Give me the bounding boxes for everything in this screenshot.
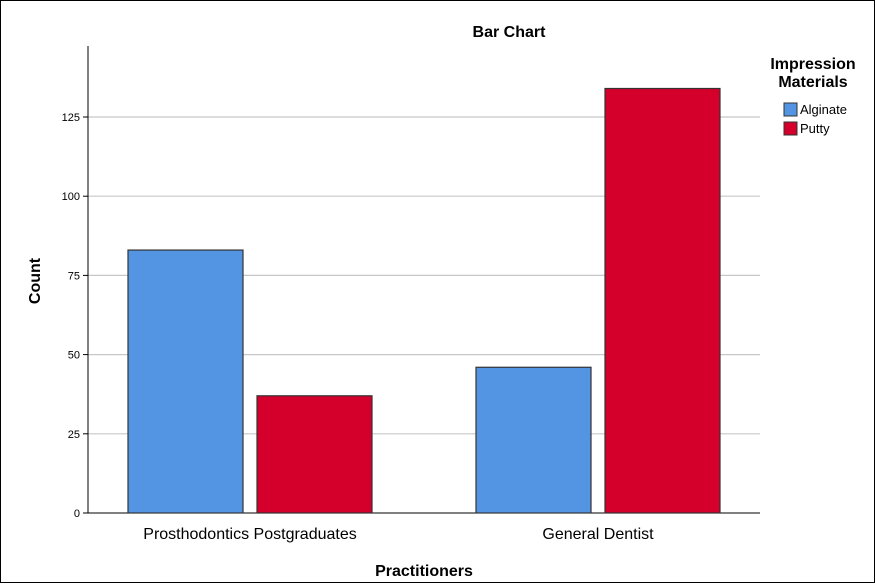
legend-title-line: Impression [770, 56, 855, 73]
bar-alginate-2 [475, 366, 592, 514]
y-tick-label: 50 [68, 350, 80, 362]
x-axis-title: Practitioners [375, 563, 473, 580]
bar-putty-1 [256, 395, 373, 514]
y-tick-label: 100 [62, 191, 80, 203]
x-category-label: Prosthodontics Postgraduates [143, 526, 356, 543]
legend-swatch-alginate [783, 102, 798, 117]
chart-title: Bar Chart [473, 24, 547, 41]
y-tick-label: 25 [68, 429, 80, 441]
legend-title-line: Materials [778, 74, 847, 91]
legend-label-putty: Putty [800, 121, 830, 136]
bar-putty-2 [604, 87, 721, 514]
y-tick-label: 75 [68, 270, 80, 282]
legend-label-alginate: Alginate [800, 102, 847, 117]
bar-alginate-1 [127, 249, 244, 514]
y-tick-label: 125 [62, 112, 80, 124]
y-tick-label: 0 [74, 508, 80, 520]
y-axis-title: Count [27, 257, 44, 304]
x-category-label: General Dentist [542, 526, 654, 543]
legend-swatch-putty [783, 121, 798, 136]
